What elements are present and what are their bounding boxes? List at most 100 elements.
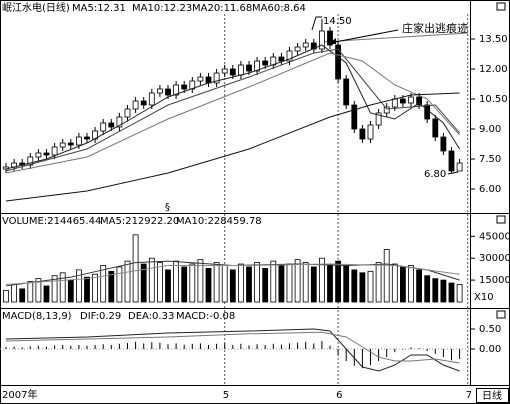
- candle-body: [237, 64, 244, 76]
- volume-bar: [432, 278, 439, 303]
- candle-body: [408, 96, 414, 104]
- line-series: [5, 331, 460, 364]
- volume-bar: [43, 285, 50, 303]
- period-box[interactable]: [476, 388, 509, 403]
- volume-bar: [108, 270, 115, 303]
- panel-icon[interactable]: [496, 2, 506, 11]
- volume-bar: [262, 268, 269, 303]
- candle-body: [440, 136, 447, 152]
- volume-bar: [221, 265, 228, 303]
- candle-body: [100, 122, 107, 132]
- volume-bar: [173, 260, 180, 303]
- y-tick-label: 9.00: [479, 124, 501, 135]
- period-label: 日线: [482, 389, 502, 402]
- volume-bar: [416, 269, 423, 303]
- volume-bar: [399, 266, 406, 303]
- volume-bar: [254, 262, 261, 303]
- annotation: 6.80: [424, 169, 446, 180]
- candle-body: [124, 108, 131, 118]
- y-tick-label: 13.50: [479, 34, 508, 45]
- x-tick-label: 2007年: [2, 388, 37, 401]
- line-series: [5, 263, 460, 285]
- candle-body: [156, 88, 163, 94]
- panel-header: MA60:8.64: [252, 3, 306, 14]
- volume-bar: [351, 269, 358, 303]
- volume-bar: [59, 272, 66, 303]
- volume-bar: [116, 266, 123, 303]
- candle-body: [165, 88, 171, 96]
- annotation-arrow: [329, 29, 399, 44]
- volume-bar: [391, 263, 398, 303]
- volume-bar: [124, 260, 131, 303]
- candle-body: [51, 146, 58, 156]
- volume-bar: [286, 263, 293, 303]
- volume-bar: [270, 260, 277, 303]
- line-series: [5, 328, 460, 372]
- candle-body: [140, 100, 147, 106]
- candle-body: [286, 50, 293, 62]
- volume-bar: [51, 275, 58, 303]
- candle-body: [43, 152, 50, 156]
- annotation: §: [165, 202, 170, 213]
- candle-body: [359, 128, 366, 140]
- x-tick-label: 6: [336, 390, 342, 401]
- volume-bar: [448, 282, 455, 303]
- candle-body: [213, 72, 220, 84]
- line-series: [5, 44, 461, 170]
- candle-body: [294, 46, 301, 52]
- candle-body: [278, 56, 285, 62]
- volume-bar: [19, 288, 26, 303]
- candle-body: [327, 30, 333, 46]
- volume-bar: [335, 260, 342, 303]
- candle-body: [456, 162, 463, 172]
- volume-bar: [302, 262, 309, 303]
- candle-body: [229, 68, 236, 76]
- y-tick-label: 10.50: [479, 94, 508, 105]
- volume-bar: [278, 265, 285, 303]
- candle-body: [375, 112, 382, 126]
- y-tick-label: 12.00: [479, 64, 508, 75]
- volume-bar: [11, 284, 18, 303]
- volume-bar: [213, 262, 220, 303]
- candle-body: [246, 64, 252, 72]
- volume-bar: [424, 275, 431, 303]
- candle-body: [343, 78, 350, 106]
- panel-icon[interactable]: [496, 310, 506, 319]
- volume-bar: [132, 234, 139, 303]
- volume-bar: [327, 263, 333, 303]
- candle-body: [132, 100, 139, 110]
- volume-bar: [76, 269, 82, 303]
- volume-bar: [140, 263, 147, 303]
- candle-body: [424, 104, 431, 120]
- line-series: [5, 92, 460, 202]
- panel-header: MA10:12.23: [132, 3, 192, 14]
- panel-header: VOLUME:214465.44: [2, 216, 101, 227]
- candle-body: [254, 60, 261, 72]
- volume-bar: [197, 259, 204, 303]
- candle-body: [383, 106, 390, 114]
- volume-bar: [181, 266, 188, 303]
- panel-header: MA5:212922.20: [100, 216, 179, 227]
- candle-body: [221, 68, 228, 74]
- candle-body: [59, 142, 66, 148]
- y-tick-label: 6.00: [479, 184, 501, 195]
- panel-header: MA5:12.31: [72, 3, 126, 14]
- y-tick-label: 45000: [479, 231, 510, 242]
- panel-icon[interactable]: [496, 215, 506, 224]
- volume-bar: [246, 266, 252, 303]
- line-series: [5, 48, 460, 172]
- volume-bar: [310, 266, 317, 303]
- y-tick-label: 30000: [479, 253, 510, 264]
- candle-body: [181, 84, 188, 90]
- panel-header: DEA:0.33: [128, 311, 174, 322]
- y-tick-label: 0.00: [479, 344, 501, 355]
- candle-body: [173, 84, 180, 96]
- volume-bar: [456, 284, 463, 303]
- candle-body: [197, 76, 204, 82]
- volume-bar: [205, 268, 212, 303]
- annotation-arrow: [447, 171, 459, 175]
- x-tick-label: 5: [223, 390, 229, 401]
- candle-body: [84, 136, 90, 140]
- candle-body: [351, 104, 358, 130]
